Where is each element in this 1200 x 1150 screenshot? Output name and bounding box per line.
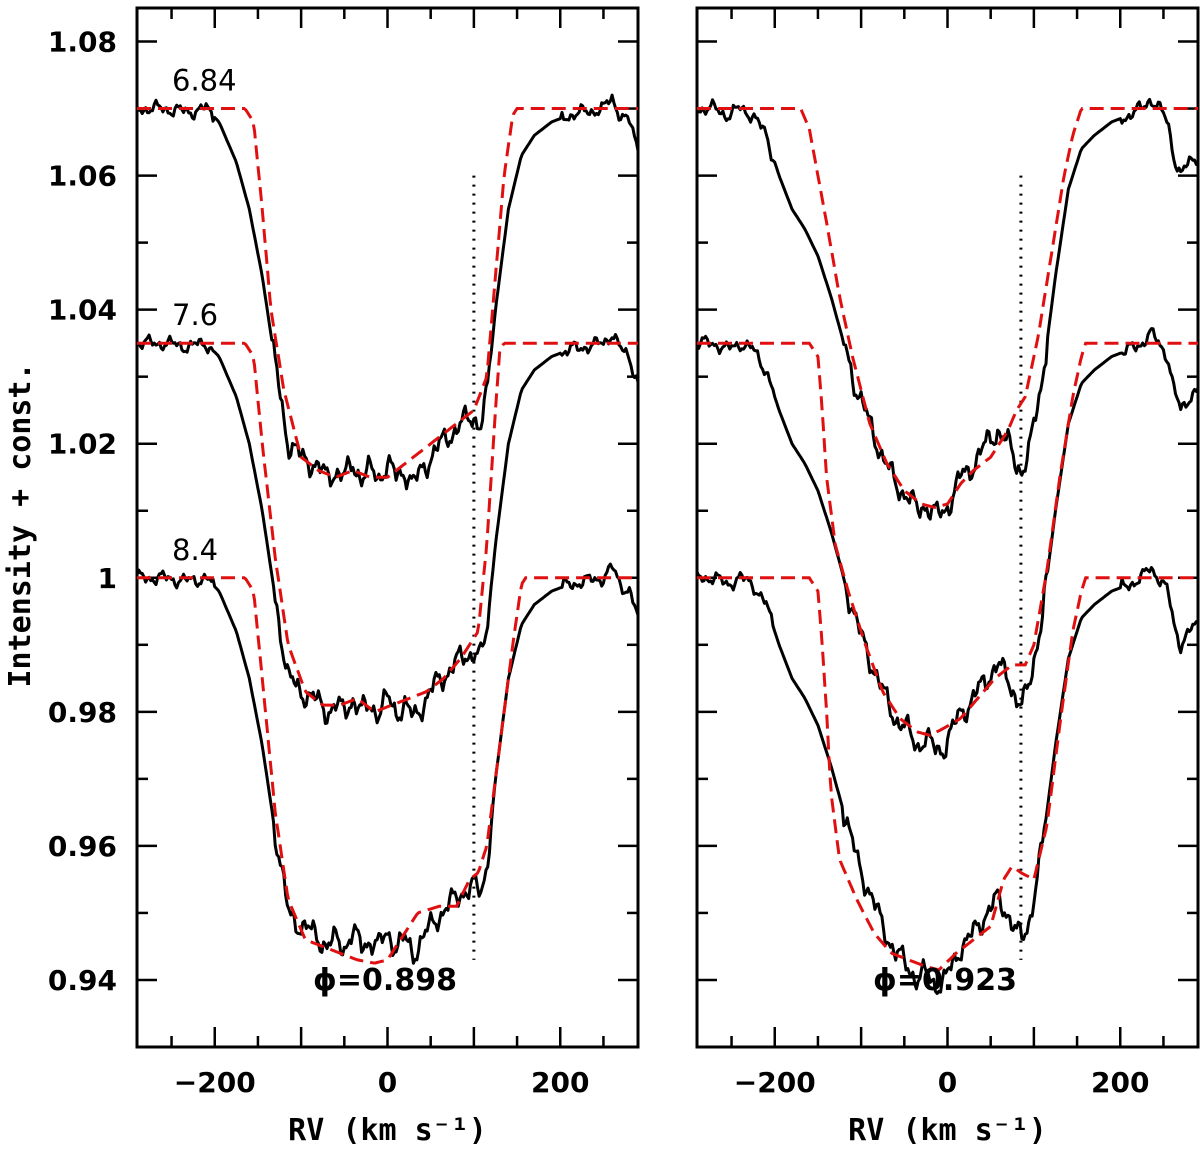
y-tick-label: 1 [98,562,117,595]
observed-profile [135,562,640,965]
right-panel: −200 0 200 RV (km s⁻¹) ϕ=0.923 [695,6,1200,1148]
plot-frame [135,6,640,1049]
model-profile [697,341,1198,737]
x-tick-label: 0 [378,1066,397,1099]
y-tick-label: 0.98 [48,696,117,729]
x-tick-label: 0 [938,1066,957,1099]
x-axis-label: RV (km s⁻¹) [288,1113,487,1148]
profile-label: 8.4 [172,533,218,567]
observed-profile [696,97,1200,521]
x-axis-label: RV (km s⁻¹) [848,1113,1047,1148]
x-tick-label: −200 [734,1066,816,1099]
phase-label: ϕ=0.923 [873,963,1017,998]
model-profile [697,107,1198,509]
x-tick-label: 200 [1091,1066,1149,1099]
y-tick-label: 0.94 [48,964,117,997]
y-tick-label: 1.04 [48,294,117,327]
y-tick-label: 1.08 [48,26,117,59]
profile-label: 7.6 [172,298,218,332]
phase-label: ϕ=0.898 [313,963,457,998]
model-profile [137,576,638,965]
model-profile [137,341,638,714]
x-tick-label: 200 [531,1066,589,1099]
model-profile [137,107,638,479]
y-tick-label: 1.02 [48,428,117,461]
y-axis-label: Intensity + const. [3,362,38,687]
plot-frame [695,6,1200,1049]
observed-profile [695,566,1199,995]
x-tick-label: −200 [174,1066,256,1099]
left-panel: 0.94 0.96 0.98 1 1.02 1.04 1.06 1.08 −200 0 200 RV … [48,6,640,1148]
model-profile [697,576,1198,972]
observed-profile [135,333,640,725]
observed-profile [135,93,640,491]
observed-profile [695,327,1200,760]
y-tick-label: 1.06 [48,160,117,193]
y-tick-label: 0.96 [48,830,117,863]
profile-label: 6.84 [172,64,237,98]
